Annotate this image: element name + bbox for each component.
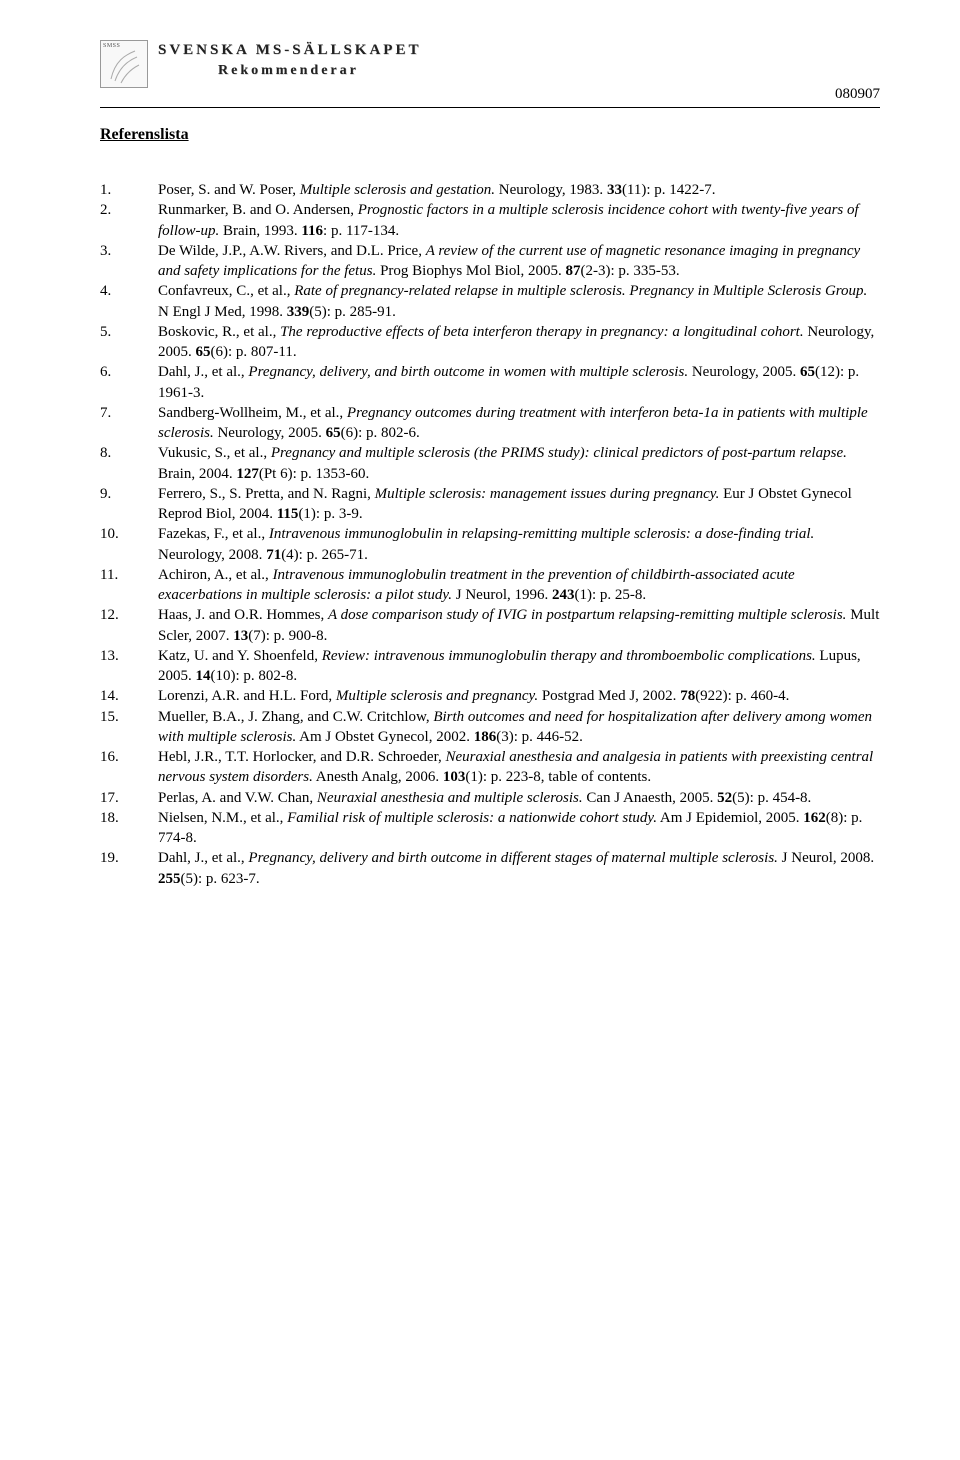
reference-item: 10.Fazekas, F., et al., Intravenous immu…	[100, 524, 880, 565]
reference-text: Runmarker, B. and O. Andersen, Prognosti…	[158, 200, 880, 241]
reference-number: 12.	[100, 605, 158, 646]
organization-name: SVENSKA MS-SÄLLSKAPET	[158, 42, 880, 59]
reference-item: 17.Perlas, A. and V.W. Chan, Neuraxial a…	[100, 788, 880, 808]
reference-item: 12.Haas, J. and O.R. Hommes, A dose comp…	[100, 605, 880, 646]
organization-logo: SMSS	[100, 40, 148, 88]
reference-number: 7.	[100, 403, 158, 444]
reference-item: 2.Runmarker, B. and O. Andersen, Prognos…	[100, 200, 880, 241]
reference-text: De Wilde, J.P., A.W. Rivers, and D.L. Pr…	[158, 241, 880, 282]
reference-number: 17.	[100, 788, 158, 808]
header-rule	[100, 107, 880, 108]
reference-text: Confavreux, C., et al., Rate of pregnanc…	[158, 281, 880, 322]
reference-item: 8.Vukusic, S., et al., Pregnancy and mul…	[100, 443, 880, 484]
header-subtitle: Rekommenderar	[218, 63, 880, 79]
document-header: SMSS SVENSKA MS-SÄLLSKAPET Rekommenderar	[100, 40, 880, 88]
reference-list: 1.Poser, S. and W. Poser, Multiple scler…	[100, 180, 880, 889]
reference-item: 14.Lorenzi, A.R. and H.L. Ford, Multiple…	[100, 686, 880, 706]
reference-text: Boskovic, R., et al., The reproductive e…	[158, 322, 880, 363]
reference-text: Nielsen, N.M., et al., Familial risk of …	[158, 808, 880, 849]
reference-number: 10.	[100, 524, 158, 565]
reference-item: 9.Ferrero, S., S. Pretta, and N. Ragni, …	[100, 484, 880, 525]
reference-text: Ferrero, S., S. Pretta, and N. Ragni, Mu…	[158, 484, 880, 525]
reference-number: 15.	[100, 707, 158, 748]
reference-item: 15.Mueller, B.A., J. Zhang, and C.W. Cri…	[100, 707, 880, 748]
reference-number: 5.	[100, 322, 158, 363]
reference-item: 19.Dahl, J., et al., Pregnancy, delivery…	[100, 848, 880, 889]
document-page: SMSS SVENSKA MS-SÄLLSKAPET Rekommenderar…	[0, 0, 960, 929]
reference-number: 2.	[100, 200, 158, 241]
reference-number: 18.	[100, 808, 158, 849]
reference-text: Poser, S. and W. Poser, Multiple scleros…	[158, 180, 880, 200]
reference-text: Hebl, J.R., T.T. Horlocker, and D.R. Sch…	[158, 747, 880, 788]
reference-number: 16.	[100, 747, 158, 788]
reference-text: Achiron, A., et al., Intravenous immunog…	[158, 565, 880, 606]
document-date-code: 080907	[100, 86, 880, 103]
reference-item: 6.Dahl, J., et al., Pregnancy, delivery,…	[100, 362, 880, 403]
reference-number: 6.	[100, 362, 158, 403]
section-title: Referenslista	[100, 126, 880, 144]
reference-text: Lorenzi, A.R. and H.L. Ford, Multiple sc…	[158, 686, 880, 706]
reference-text: Dahl, J., et al., Pregnancy, delivery, a…	[158, 362, 880, 403]
reference-text: Katz, U. and Y. Shoenfeld, Review: intra…	[158, 646, 880, 687]
reference-item: 3.De Wilde, J.P., A.W. Rivers, and D.L. …	[100, 241, 880, 282]
reference-number: 8.	[100, 443, 158, 484]
reference-text: Haas, J. and O.R. Hommes, A dose compari…	[158, 605, 880, 646]
reference-number: 4.	[100, 281, 158, 322]
reference-text: Dahl, J., et al., Pregnancy, delivery an…	[158, 848, 880, 889]
reference-text: Vukusic, S., et al., Pregnancy and multi…	[158, 443, 880, 484]
reference-item: 5.Boskovic, R., et al., The reproductive…	[100, 322, 880, 363]
reference-number: 9.	[100, 484, 158, 525]
reference-text: Perlas, A. and V.W. Chan, Neuraxial anes…	[158, 788, 880, 808]
reference-item: 4.Confavreux, C., et al., Rate of pregna…	[100, 281, 880, 322]
reference-item: 1.Poser, S. and W. Poser, Multiple scler…	[100, 180, 880, 200]
reference-text: Mueller, B.A., J. Zhang, and C.W. Critch…	[158, 707, 880, 748]
reference-text: Sandberg-Wollheim, M., et al., Pregnancy…	[158, 403, 880, 444]
reference-number: 13.	[100, 646, 158, 687]
header-titles: SVENSKA MS-SÄLLSKAPET Rekommenderar	[158, 40, 880, 79]
reference-number: 19.	[100, 848, 158, 889]
reference-item: 16.Hebl, J.R., T.T. Horlocker, and D.R. …	[100, 747, 880, 788]
reference-item: 13.Katz, U. and Y. Shoenfeld, Review: in…	[100, 646, 880, 687]
reference-number: 1.	[100, 180, 158, 200]
reference-number: 3.	[100, 241, 158, 282]
reference-item: 18.Nielsen, N.M., et al., Familial risk …	[100, 808, 880, 849]
reference-item: 11.Achiron, A., et al., Intravenous immu…	[100, 565, 880, 606]
logo-corner-text: SMSS	[103, 43, 120, 49]
reference-item: 7.Sandberg-Wollheim, M., et al., Pregnan…	[100, 403, 880, 444]
reference-text: Fazekas, F., et al., Intravenous immunog…	[158, 524, 880, 565]
reference-number: 14.	[100, 686, 158, 706]
reference-number: 11.	[100, 565, 158, 606]
